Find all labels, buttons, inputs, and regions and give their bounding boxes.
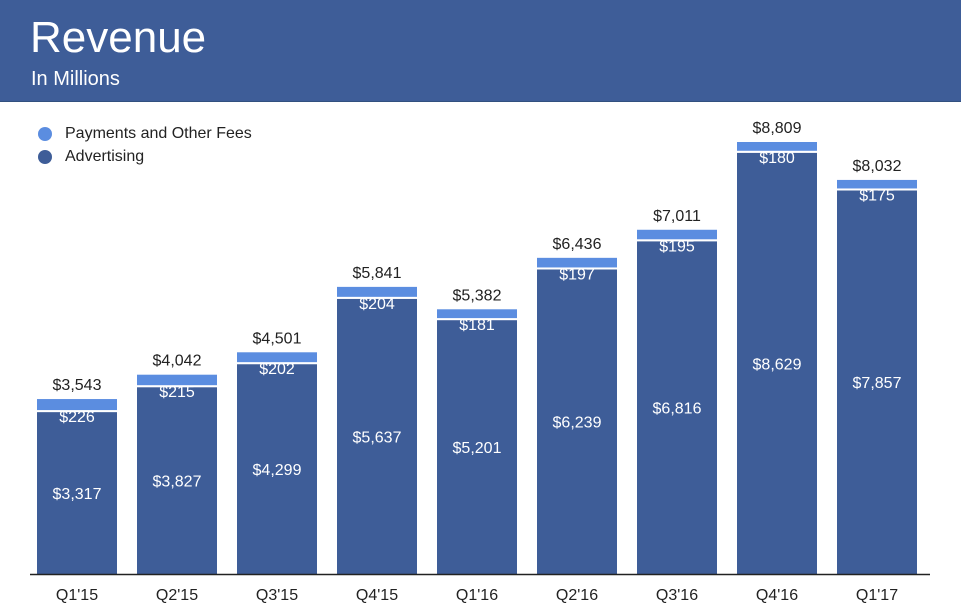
payments-value-label: $195	[659, 238, 695, 255]
bar-payments	[337, 286, 417, 297]
payments-value-label: $202	[259, 361, 295, 378]
x-tick-label: Q3'16	[656, 587, 698, 604]
total-value-label: $3,543	[53, 377, 102, 394]
advertising-value-label: $7,857	[853, 375, 902, 392]
x-tick-label: Q4'15	[356, 587, 398, 604]
chart-title: Revenue	[30, 13, 207, 62]
legend-item-advertising: Advertising	[38, 145, 252, 168]
bar-advertising	[437, 320, 517, 574]
bar-separator	[37, 410, 117, 413]
chart-header: Revenue In Millions	[0, 0, 961, 102]
bar-separator	[537, 267, 617, 270]
bar-payments	[737, 142, 817, 151]
payments-value-label: $204	[359, 296, 395, 313]
x-tick-label: Q1'17	[856, 587, 898, 604]
bar-separator	[837, 188, 917, 191]
bar-payments	[137, 374, 217, 386]
x-tick-label: Q1'15	[56, 587, 98, 604]
bar-advertising	[137, 387, 217, 574]
bar-advertising	[537, 269, 617, 574]
bar-payments	[637, 229, 717, 240]
legend-item-payments: Payments and Other Fees	[38, 122, 252, 145]
bar-advertising	[837, 190, 917, 575]
advertising-value-label: $5,201	[453, 440, 502, 457]
advertising-value-label: $4,299	[253, 462, 302, 479]
payments-value-label: $181	[459, 317, 495, 334]
bar-separator	[437, 318, 517, 321]
bar-payments	[237, 352, 317, 363]
x-tick-label: Q3'15	[256, 587, 298, 604]
total-value-label: $5,841	[353, 265, 402, 282]
bar-separator	[637, 239, 717, 242]
chart-subtitle: In Millions	[31, 68, 120, 90]
bar-separator	[337, 296, 417, 299]
x-tick-label: Q1'16	[456, 587, 498, 604]
payments-value-label: $215	[159, 384, 195, 401]
advertising-value-label: $8,629	[753, 356, 802, 373]
bar-advertising	[337, 298, 417, 574]
total-value-label: $4,501	[253, 330, 302, 347]
bar-payments	[537, 257, 617, 268]
bar-advertising	[37, 412, 117, 574]
bar-payments	[437, 309, 517, 319]
legend-swatch-advertising	[38, 149, 52, 164]
legend-label-payments: Payments and Other Fees	[65, 124, 252, 142]
advertising-value-label: $3,827	[153, 474, 202, 491]
bar-advertising	[237, 364, 317, 574]
x-tick-label: Q2'16	[556, 587, 598, 604]
advertising-value-label: $3,317	[53, 486, 102, 503]
payments-value-label: $175	[859, 187, 895, 204]
bar-separator	[237, 362, 317, 365]
bar-advertising	[737, 152, 817, 574]
total-value-label: $4,042	[153, 353, 202, 370]
chart-legend: Payments and Other Fees Advertising	[38, 122, 252, 168]
bar-payments	[37, 399, 117, 411]
payments-value-label: $197	[559, 266, 595, 283]
bar-separator	[737, 150, 817, 153]
total-value-label: $8,032	[853, 158, 902, 175]
legend-swatch-payments	[38, 126, 52, 141]
advertising-value-label: $6,239	[553, 415, 602, 432]
total-value-label: $6,436	[553, 236, 602, 253]
total-value-label: $5,382	[453, 287, 502, 304]
legend-label-advertising: Advertising	[65, 147, 145, 165]
advertising-value-label: $6,816	[653, 401, 702, 418]
payments-value-label: $226	[59, 409, 95, 426]
total-value-label: $7,011	[653, 208, 701, 225]
advertising-value-label: $5,637	[353, 429, 402, 446]
bar-advertising	[637, 241, 717, 574]
x-tick-label: Q4'16	[756, 587, 798, 604]
bar-payments	[837, 179, 917, 189]
total-value-label: $8,809	[753, 120, 802, 137]
payments-value-label: $180	[759, 150, 795, 167]
x-tick-label: Q2'15	[156, 587, 198, 604]
bar-separator	[137, 385, 217, 388]
